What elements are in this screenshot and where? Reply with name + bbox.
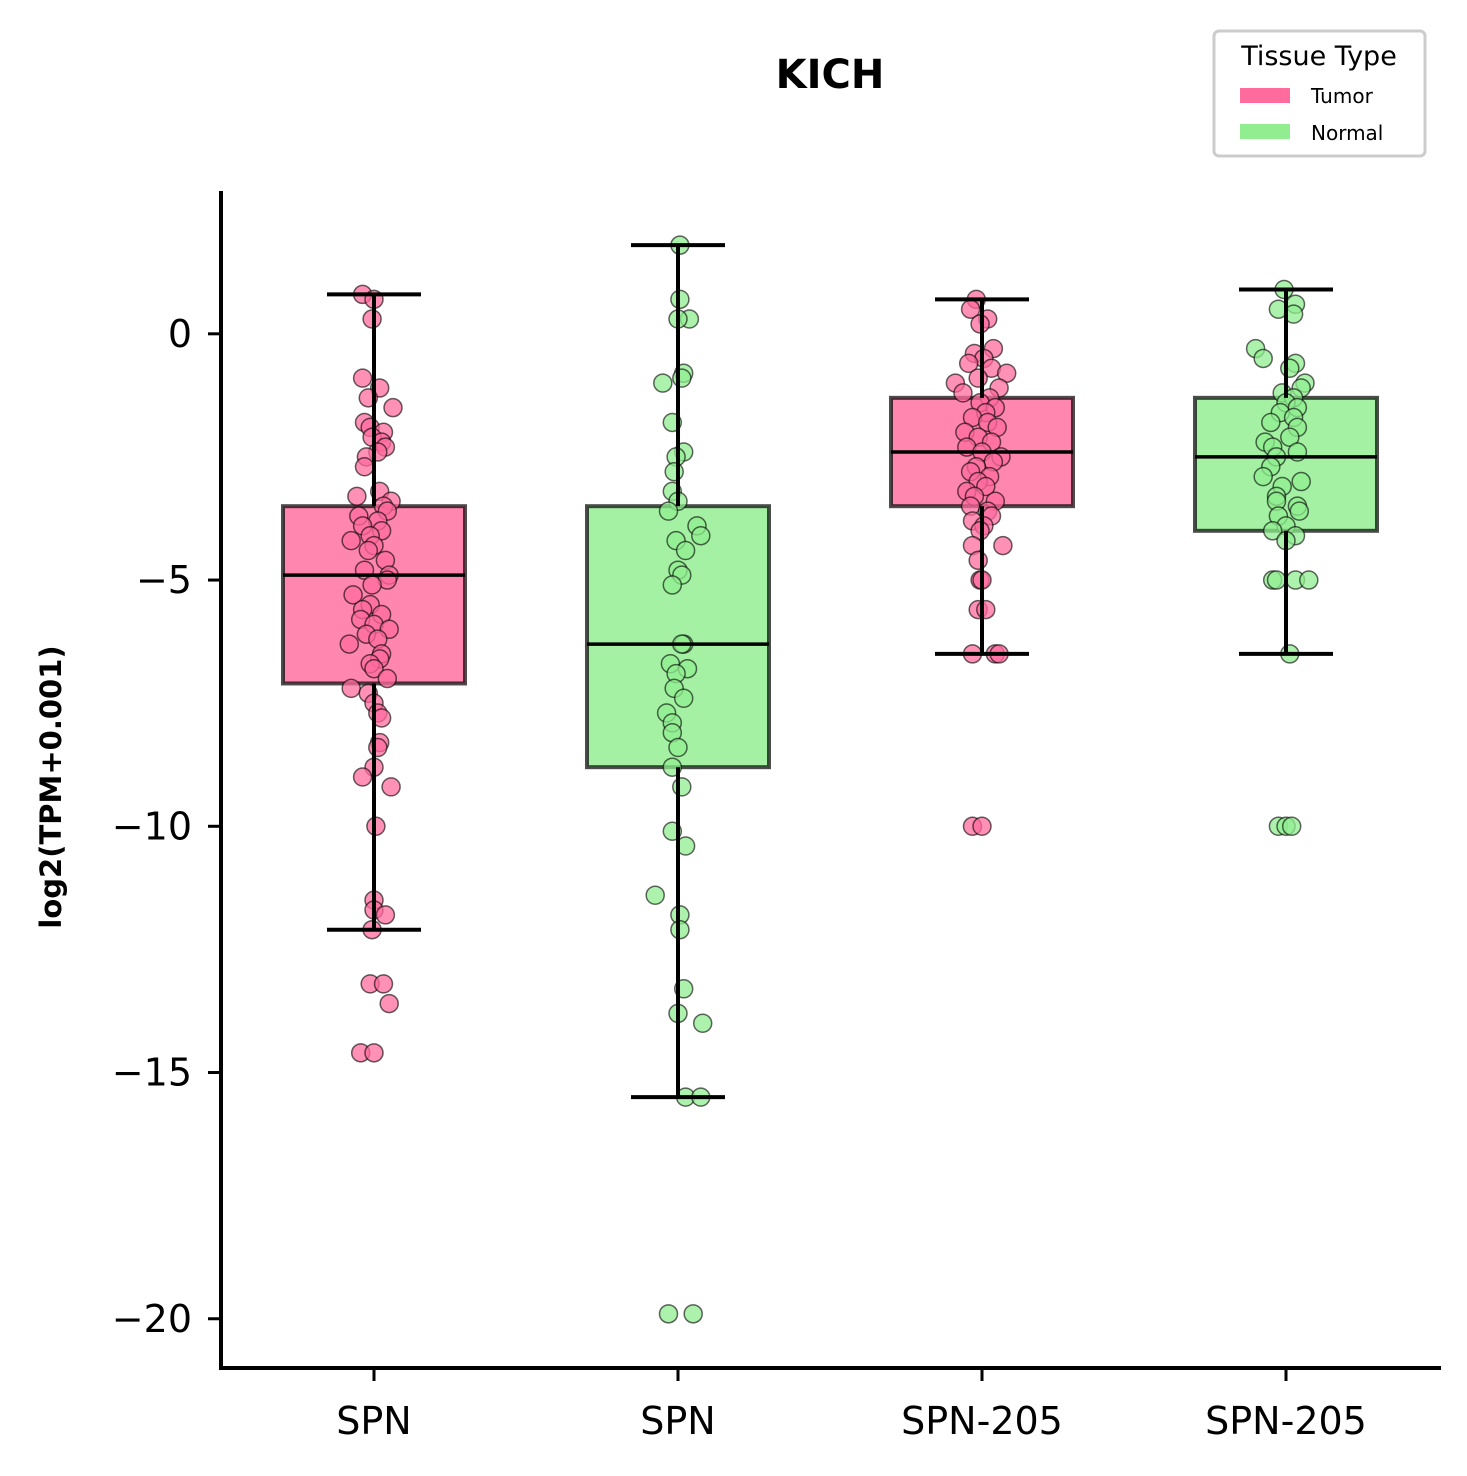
data-point [375, 905, 396, 925]
data-point [379, 993, 399, 1014]
data-point [1291, 471, 1311, 492]
x-tick-label: SPN [336, 1399, 411, 1443]
data-point [1266, 570, 1287, 590]
data-point [673, 688, 694, 708]
data-point [968, 550, 988, 571]
data-point [1253, 466, 1273, 487]
chart-title: KICH [776, 52, 885, 98]
box-group-3 [889, 289, 1075, 837]
y-tick-label: −20 [112, 1297, 192, 1341]
data-point [662, 575, 683, 595]
data-point [373, 974, 394, 994]
data-point [1253, 348, 1273, 369]
x-axis-ticks: SPN SPN SPN-205 SPN-205 [336, 1368, 1367, 1443]
data-point [364, 658, 384, 679]
legend-label-tumor: Tumor [1310, 84, 1374, 108]
data-point [672, 777, 692, 797]
box-group-4 [1193, 279, 1379, 837]
legend-title: Tissue Type [1240, 41, 1397, 72]
data-point [343, 585, 363, 605]
data-point [683, 1304, 703, 1324]
data-point [658, 1304, 679, 1324]
box-series [281, 235, 1379, 1324]
data-point [972, 816, 992, 837]
data-point [341, 678, 361, 699]
data-point [1289, 501, 1310, 521]
data-point [658, 501, 679, 521]
data-point [1261, 412, 1281, 433]
data-point [675, 540, 696, 561]
data-point [645, 885, 665, 905]
y-axis-label: log2(TPM+0.001) [34, 645, 68, 928]
y-axis-ticks: 0 −5 −10 −15 −20 [112, 312, 221, 1341]
data-point [958, 353, 979, 374]
data-point [381, 777, 401, 797]
x-tick-label: SPN [640, 1399, 715, 1443]
legend: Tissue Type Tumor Normal [1212, 29, 1427, 158]
x-tick-label: SPN-205 [901, 1399, 1063, 1443]
legend-swatch-tumor [1240, 88, 1290, 103]
data-point [339, 634, 360, 654]
legend-label-normal: Normal [1311, 121, 1383, 145]
data-point [364, 1043, 384, 1063]
data-point [352, 767, 373, 787]
box-group-2 [585, 235, 771, 1324]
data-point [358, 540, 379, 561]
data-point [341, 530, 361, 551]
data-point [354, 457, 375, 477]
data-point [664, 461, 684, 482]
data-point [672, 368, 692, 388]
data-point [383, 397, 403, 418]
y-tick-label: −10 [112, 804, 192, 848]
data-point [953, 383, 973, 403]
data-point [347, 486, 367, 507]
data-point [976, 599, 996, 620]
data-point [993, 535, 1013, 556]
data-point [653, 373, 673, 393]
data-point [692, 1013, 713, 1034]
y-tick-label: −5 [136, 558, 192, 602]
data-point [691, 525, 711, 546]
data-point [362, 575, 382, 595]
data-point [968, 368, 988, 388]
data-point [1299, 570, 1319, 590]
box-body [1193, 395, 1379, 533]
data-point [368, 737, 388, 758]
y-tick-label: 0 [168, 312, 192, 356]
data-point [352, 368, 373, 388]
data-point [668, 737, 688, 758]
y-tick-label: −15 [112, 1051, 192, 1095]
data-point [377, 668, 398, 689]
data-point [1280, 358, 1300, 379]
legend-swatch-normal [1240, 124, 1290, 139]
data-point [1281, 816, 1302, 837]
x-tick-label: SPN-205 [1205, 1399, 1367, 1443]
box-group-1 [281, 284, 467, 1063]
data-point [1262, 521, 1283, 541]
